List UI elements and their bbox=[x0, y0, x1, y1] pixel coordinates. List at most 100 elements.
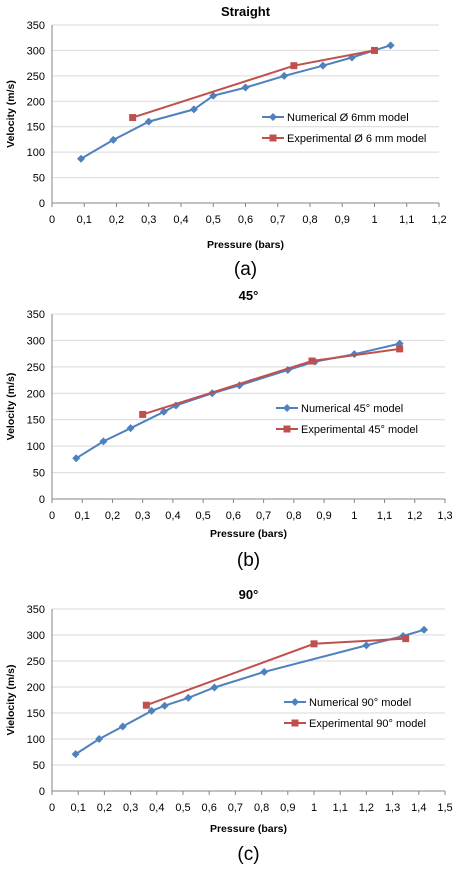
series-numerical bbox=[72, 339, 404, 463]
x-tick-label: 1 bbox=[311, 802, 317, 814]
x-tick-label: 0,8 bbox=[286, 510, 301, 522]
series-experimental bbox=[142, 635, 410, 709]
data-point bbox=[160, 701, 169, 710]
y-tick-label: 150 bbox=[27, 415, 45, 427]
y-tick-label: 200 bbox=[27, 388, 45, 400]
x-tick-label: 1,2 bbox=[431, 214, 446, 226]
data-point bbox=[144, 117, 153, 126]
series-experimental bbox=[129, 46, 378, 122]
x-tick-label: 0,7 bbox=[228, 802, 243, 814]
series-line bbox=[75, 342, 400, 460]
data-point bbox=[209, 91, 218, 100]
data-point bbox=[109, 135, 118, 144]
y-tick-label: 50 bbox=[33, 468, 45, 480]
legend-marker bbox=[291, 698, 299, 706]
legend-label: Experimental Ø 6 mm model bbox=[287, 133, 426, 145]
data-point bbox=[280, 71, 289, 80]
legend-marker bbox=[283, 425, 291, 433]
series-line bbox=[75, 628, 425, 755]
x-tick-label: 0,6 bbox=[226, 510, 241, 522]
figure-caption: (b) bbox=[237, 550, 260, 571]
x-tick-label: 0,5 bbox=[196, 510, 211, 522]
x-tick-label: 0,3 bbox=[141, 214, 156, 226]
x-tick-label: 0,9 bbox=[335, 214, 350, 226]
y-tick-label: 100 bbox=[27, 147, 45, 159]
data-point bbox=[310, 640, 318, 648]
data-point bbox=[210, 683, 219, 692]
y-axis-label: Vielocity (m/s) bbox=[5, 665, 17, 736]
x-tick-label: 1,1 bbox=[399, 214, 414, 226]
y-axis-label: Velocity (m/s) bbox=[5, 373, 17, 441]
legend-marker bbox=[291, 719, 299, 727]
x-tick-label: 0,4 bbox=[173, 214, 188, 226]
chart-2: 45° 0 50 100 150 200 250 300 350 0 0,1 0,2 0,3 0,4 0,5… bbox=[5, 288, 453, 571]
x-tick-label: 0 bbox=[49, 510, 55, 522]
legend-marker bbox=[283, 404, 291, 412]
legend-label: Experimental 45° model bbox=[301, 424, 418, 436]
x-tick-label: 1,4 bbox=[411, 802, 426, 814]
data-point bbox=[129, 114, 137, 122]
data-point bbox=[386, 41, 395, 50]
x-tick-label: 1,1 bbox=[333, 802, 348, 814]
x-tick-label: 0,2 bbox=[109, 214, 124, 226]
x-tick-label: 1,1 bbox=[377, 510, 392, 522]
data-point bbox=[308, 357, 316, 365]
x-tick-label: 0,3 bbox=[123, 802, 138, 814]
x-tick-label: 1,5 bbox=[437, 802, 452, 814]
y-tick-label: 50 bbox=[33, 173, 45, 185]
data-point bbox=[189, 105, 198, 114]
x-tick-label: 0,8 bbox=[254, 802, 269, 814]
legend: Numerical Ø 6mm model Experimental Ø 6 mm… bbox=[262, 112, 426, 145]
y-tick-label: 100 bbox=[27, 441, 45, 453]
y-tick-label: 200 bbox=[27, 96, 45, 108]
legend-label: Experimental 90° model bbox=[309, 718, 426, 730]
legend-marker bbox=[269, 113, 277, 121]
x-tick-label: 0,7 bbox=[270, 214, 285, 226]
data-point bbox=[77, 154, 86, 163]
legend-marker bbox=[269, 134, 277, 142]
legend: Numerical 45° model Experimental 45° mode… bbox=[276, 403, 418, 436]
x-tick-label: 0,3 bbox=[135, 510, 150, 522]
data-point bbox=[95, 735, 104, 743]
x-tick-label: 0,9 bbox=[280, 802, 295, 814]
x-tick-label: 0,6 bbox=[202, 802, 217, 814]
legend-label: Numerical 90° model bbox=[309, 697, 411, 709]
x-tick-label: 0,2 bbox=[97, 802, 112, 814]
chart-title: 90° bbox=[239, 587, 259, 602]
data-point bbox=[99, 437, 108, 446]
x-tick-label: 0,1 bbox=[77, 214, 92, 226]
data-point bbox=[147, 706, 156, 715]
series-experimental bbox=[139, 345, 404, 418]
x-tick-label: 0,4 bbox=[165, 510, 180, 522]
y-tick-label: 250 bbox=[27, 362, 45, 374]
x-tick-label: 0,5 bbox=[206, 214, 221, 226]
data-point bbox=[159, 407, 168, 416]
x-tick-label: 0,8 bbox=[302, 214, 317, 226]
y-tick-label: 50 bbox=[33, 760, 45, 772]
x-tick-label: 0,5 bbox=[175, 802, 190, 814]
figure-caption: (c) bbox=[237, 844, 259, 865]
x-axis-label: Pressure (bars) bbox=[210, 823, 287, 835]
data-point bbox=[420, 625, 429, 634]
data-point bbox=[71, 750, 80, 759]
series-numerical bbox=[77, 41, 395, 163]
data-point bbox=[290, 62, 298, 70]
y-tick-label: 300 bbox=[27, 630, 45, 642]
y-tick-label: 350 bbox=[27, 20, 45, 32]
data-point bbox=[402, 635, 410, 643]
data-point bbox=[260, 667, 269, 676]
x-tick-label: 0,2 bbox=[105, 510, 120, 522]
y-tick-label: 100 bbox=[27, 734, 45, 746]
x-tick-label: 1,2 bbox=[359, 802, 374, 814]
figure-caption: (a) bbox=[234, 259, 257, 280]
y-tick-label: 300 bbox=[27, 335, 45, 347]
chart-3: 90° 0 50 100 150 200 250 300 350 0 0,1 0,2 0,3 0,4 0,5… bbox=[5, 587, 453, 865]
data-point bbox=[318, 61, 327, 70]
series-numerical bbox=[71, 625, 429, 759]
y-tick-label: 0 bbox=[39, 494, 45, 506]
data-point bbox=[142, 701, 150, 709]
y-tick-label: 200 bbox=[27, 682, 45, 694]
x-tick-label: 1,3 bbox=[437, 510, 452, 522]
y-tick-label: 250 bbox=[27, 656, 45, 668]
legend-label: Numerical Ø 6mm model bbox=[287, 112, 409, 124]
